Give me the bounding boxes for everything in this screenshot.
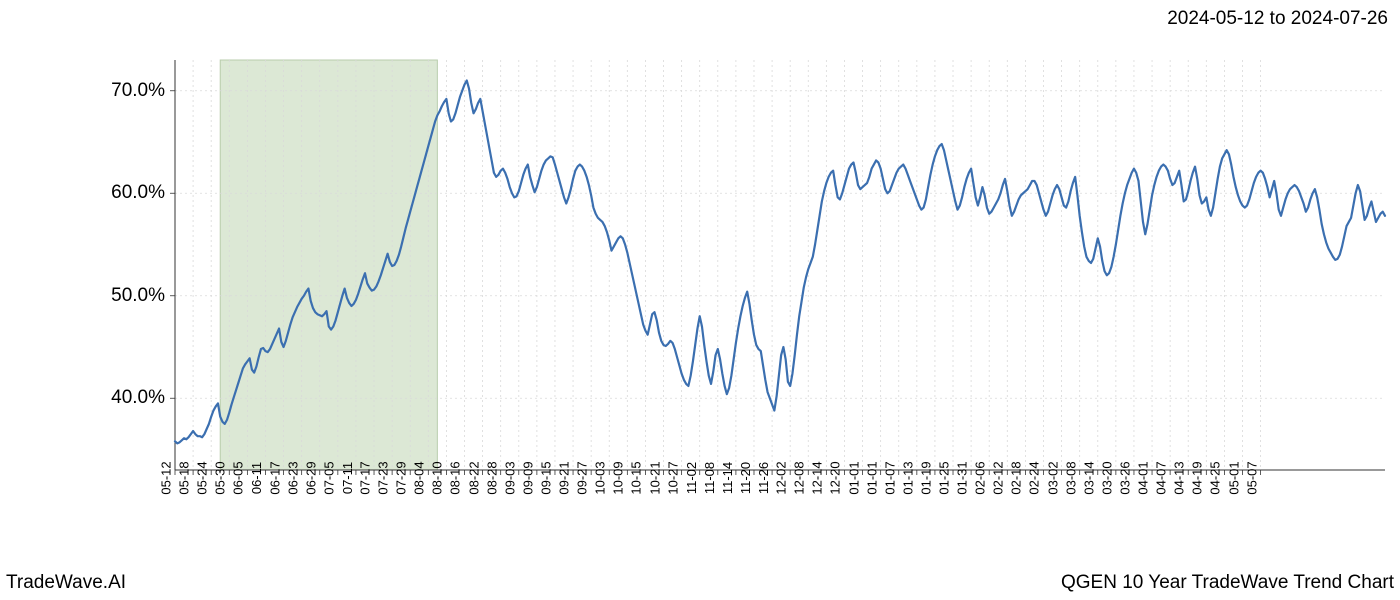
x-tick-label: 10-15 (629, 461, 644, 494)
x-tick-label: 03-08 (1063, 461, 1078, 494)
x-tick-label: 05-24 (195, 461, 210, 494)
chart-svg (175, 60, 1385, 470)
x-tick-label: 03-02 (1045, 461, 1060, 494)
x-tick-label: 03-26 (1117, 461, 1132, 494)
x-tick-label: 09-03 (502, 461, 517, 494)
brand-label: TradeWave.AI (6, 572, 126, 594)
x-tick-label: 09-21 (556, 461, 571, 494)
x-tick-label: 10-21 (647, 461, 662, 494)
x-tick-label: 10-27 (665, 461, 680, 494)
x-tick-label: 02-18 (1009, 461, 1024, 494)
highlight-band (220, 60, 437, 470)
x-tick-label: 01-01 (846, 461, 861, 494)
x-tick-label: 03-14 (1081, 461, 1096, 494)
x-tick-label: 05-12 (158, 461, 173, 494)
x-tick-label: 06-17 (267, 461, 282, 494)
x-tick-label: 07-05 (321, 461, 336, 494)
x-tick-label: 11-08 (702, 462, 717, 494)
x-tick-label: 02-12 (991, 461, 1006, 494)
x-tick-label: 07-11 (340, 462, 355, 494)
x-tick-label: 09-15 (538, 461, 553, 494)
chart-title: QGEN 10 Year TradeWave Trend Chart (1061, 572, 1394, 594)
x-tick-label: 10-03 (593, 461, 608, 494)
x-tick-label: 01-01 (864, 461, 879, 494)
x-tick-label: 03-20 (1099, 461, 1114, 494)
chart-container: 2024-05-12 to 2024-07-26 TradeWave.AI QG… (0, 0, 1400, 600)
x-tick-label: 05-18 (176, 461, 191, 494)
x-tick-label: 04-01 (1135, 461, 1150, 494)
x-tick-label: 04-25 (1208, 461, 1223, 494)
x-tick-label: 11-14 (720, 462, 735, 494)
x-tick-label: 08-10 (430, 461, 445, 494)
x-tick-label: 11-02 (684, 462, 699, 494)
x-tick-label: 11-26 (756, 462, 771, 494)
x-tick-label: 09-09 (520, 461, 535, 494)
x-tick-label: 06-23 (285, 461, 300, 494)
x-tick-label: 05-30 (213, 461, 228, 494)
x-tick-label: 04-19 (1190, 461, 1205, 494)
x-tick-label: 07-29 (394, 461, 409, 494)
x-tick-label: 06-05 (231, 461, 246, 494)
x-tick-label: 04-13 (1172, 461, 1187, 494)
plot-area: 05-1205-1805-2405-3006-0506-1106-1706-23… (175, 60, 1385, 470)
x-tick-label: 12-20 (828, 461, 843, 494)
x-tick-label: 10-09 (611, 461, 626, 494)
x-tick-label: 01-31 (954, 461, 969, 494)
x-tick-label: 09-27 (575, 461, 590, 494)
x-tick-label: 05-01 (1226, 461, 1241, 494)
x-tick-label: 06-29 (303, 461, 318, 494)
y-tick-label: 40.0% (111, 387, 165, 409)
date-range-label: 2024-05-12 to 2024-07-26 (1167, 8, 1388, 30)
x-tick-label: 01-13 (900, 461, 915, 494)
x-tick-label: 01-07 (882, 461, 897, 494)
x-tick-label: 11-20 (738, 462, 753, 494)
x-tick-label: 12-08 (792, 461, 807, 494)
x-tick-label: 02-24 (1027, 461, 1042, 494)
x-tick-label: 08-16 (448, 461, 463, 494)
x-tick-label: 02-06 (973, 461, 988, 494)
x-tick-label: 07-23 (375, 461, 390, 494)
x-tick-label: 12-02 (774, 461, 789, 494)
x-tick-label: 08-22 (466, 461, 481, 494)
x-tick-label: 01-25 (936, 461, 951, 494)
x-tick-label: 01-19 (918, 461, 933, 494)
y-tick-label: 60.0% (111, 182, 165, 204)
x-tick-label: 07-17 (357, 461, 372, 494)
x-tick-label: 05-07 (1244, 461, 1259, 494)
y-tick-label: 50.0% (111, 285, 165, 307)
x-tick-label: 04-07 (1154, 461, 1169, 494)
x-tick-label: 06-11 (249, 462, 264, 494)
x-tick-label: 08-28 (484, 461, 499, 494)
x-tick-label: 08-04 (412, 461, 427, 494)
y-tick-label: 70.0% (111, 80, 165, 102)
x-tick-label: 12-14 (810, 461, 825, 494)
